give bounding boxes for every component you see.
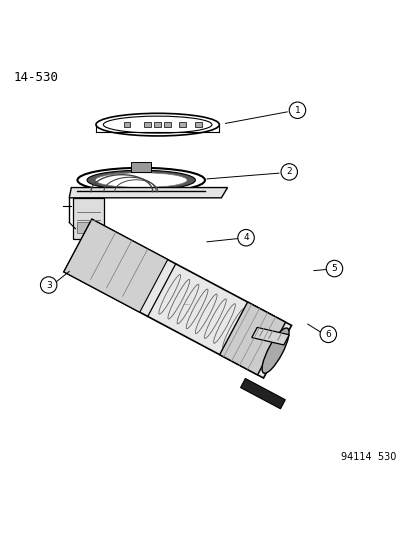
Bar (164, 122, 171, 127)
Circle shape (325, 260, 342, 277)
Circle shape (237, 230, 254, 246)
Ellipse shape (87, 170, 195, 190)
Polygon shape (69, 188, 227, 198)
Bar (178, 122, 185, 127)
Text: 6: 6 (325, 330, 330, 339)
Ellipse shape (261, 328, 288, 373)
Text: 3: 3 (46, 280, 52, 289)
Polygon shape (64, 219, 167, 312)
Bar (154, 122, 161, 127)
Text: 14-530: 14-530 (14, 71, 59, 84)
Text: 4: 4 (243, 233, 248, 242)
Polygon shape (240, 378, 285, 409)
Circle shape (289, 102, 305, 118)
Bar (77, 222, 96, 233)
Text: 5: 5 (331, 264, 337, 273)
Bar (144, 122, 151, 127)
Bar (195, 122, 201, 127)
Bar (131, 163, 151, 172)
Text: 2: 2 (286, 167, 291, 176)
Circle shape (280, 164, 297, 180)
Polygon shape (251, 327, 289, 345)
Text: —: — (183, 302, 189, 308)
Bar (123, 122, 130, 127)
Polygon shape (64, 219, 291, 378)
Ellipse shape (95, 173, 187, 188)
Polygon shape (73, 198, 104, 239)
Polygon shape (219, 302, 285, 375)
Circle shape (319, 326, 336, 343)
Text: 94114  530: 94114 530 (340, 452, 395, 462)
Text: 1: 1 (294, 106, 299, 115)
Circle shape (40, 277, 57, 293)
